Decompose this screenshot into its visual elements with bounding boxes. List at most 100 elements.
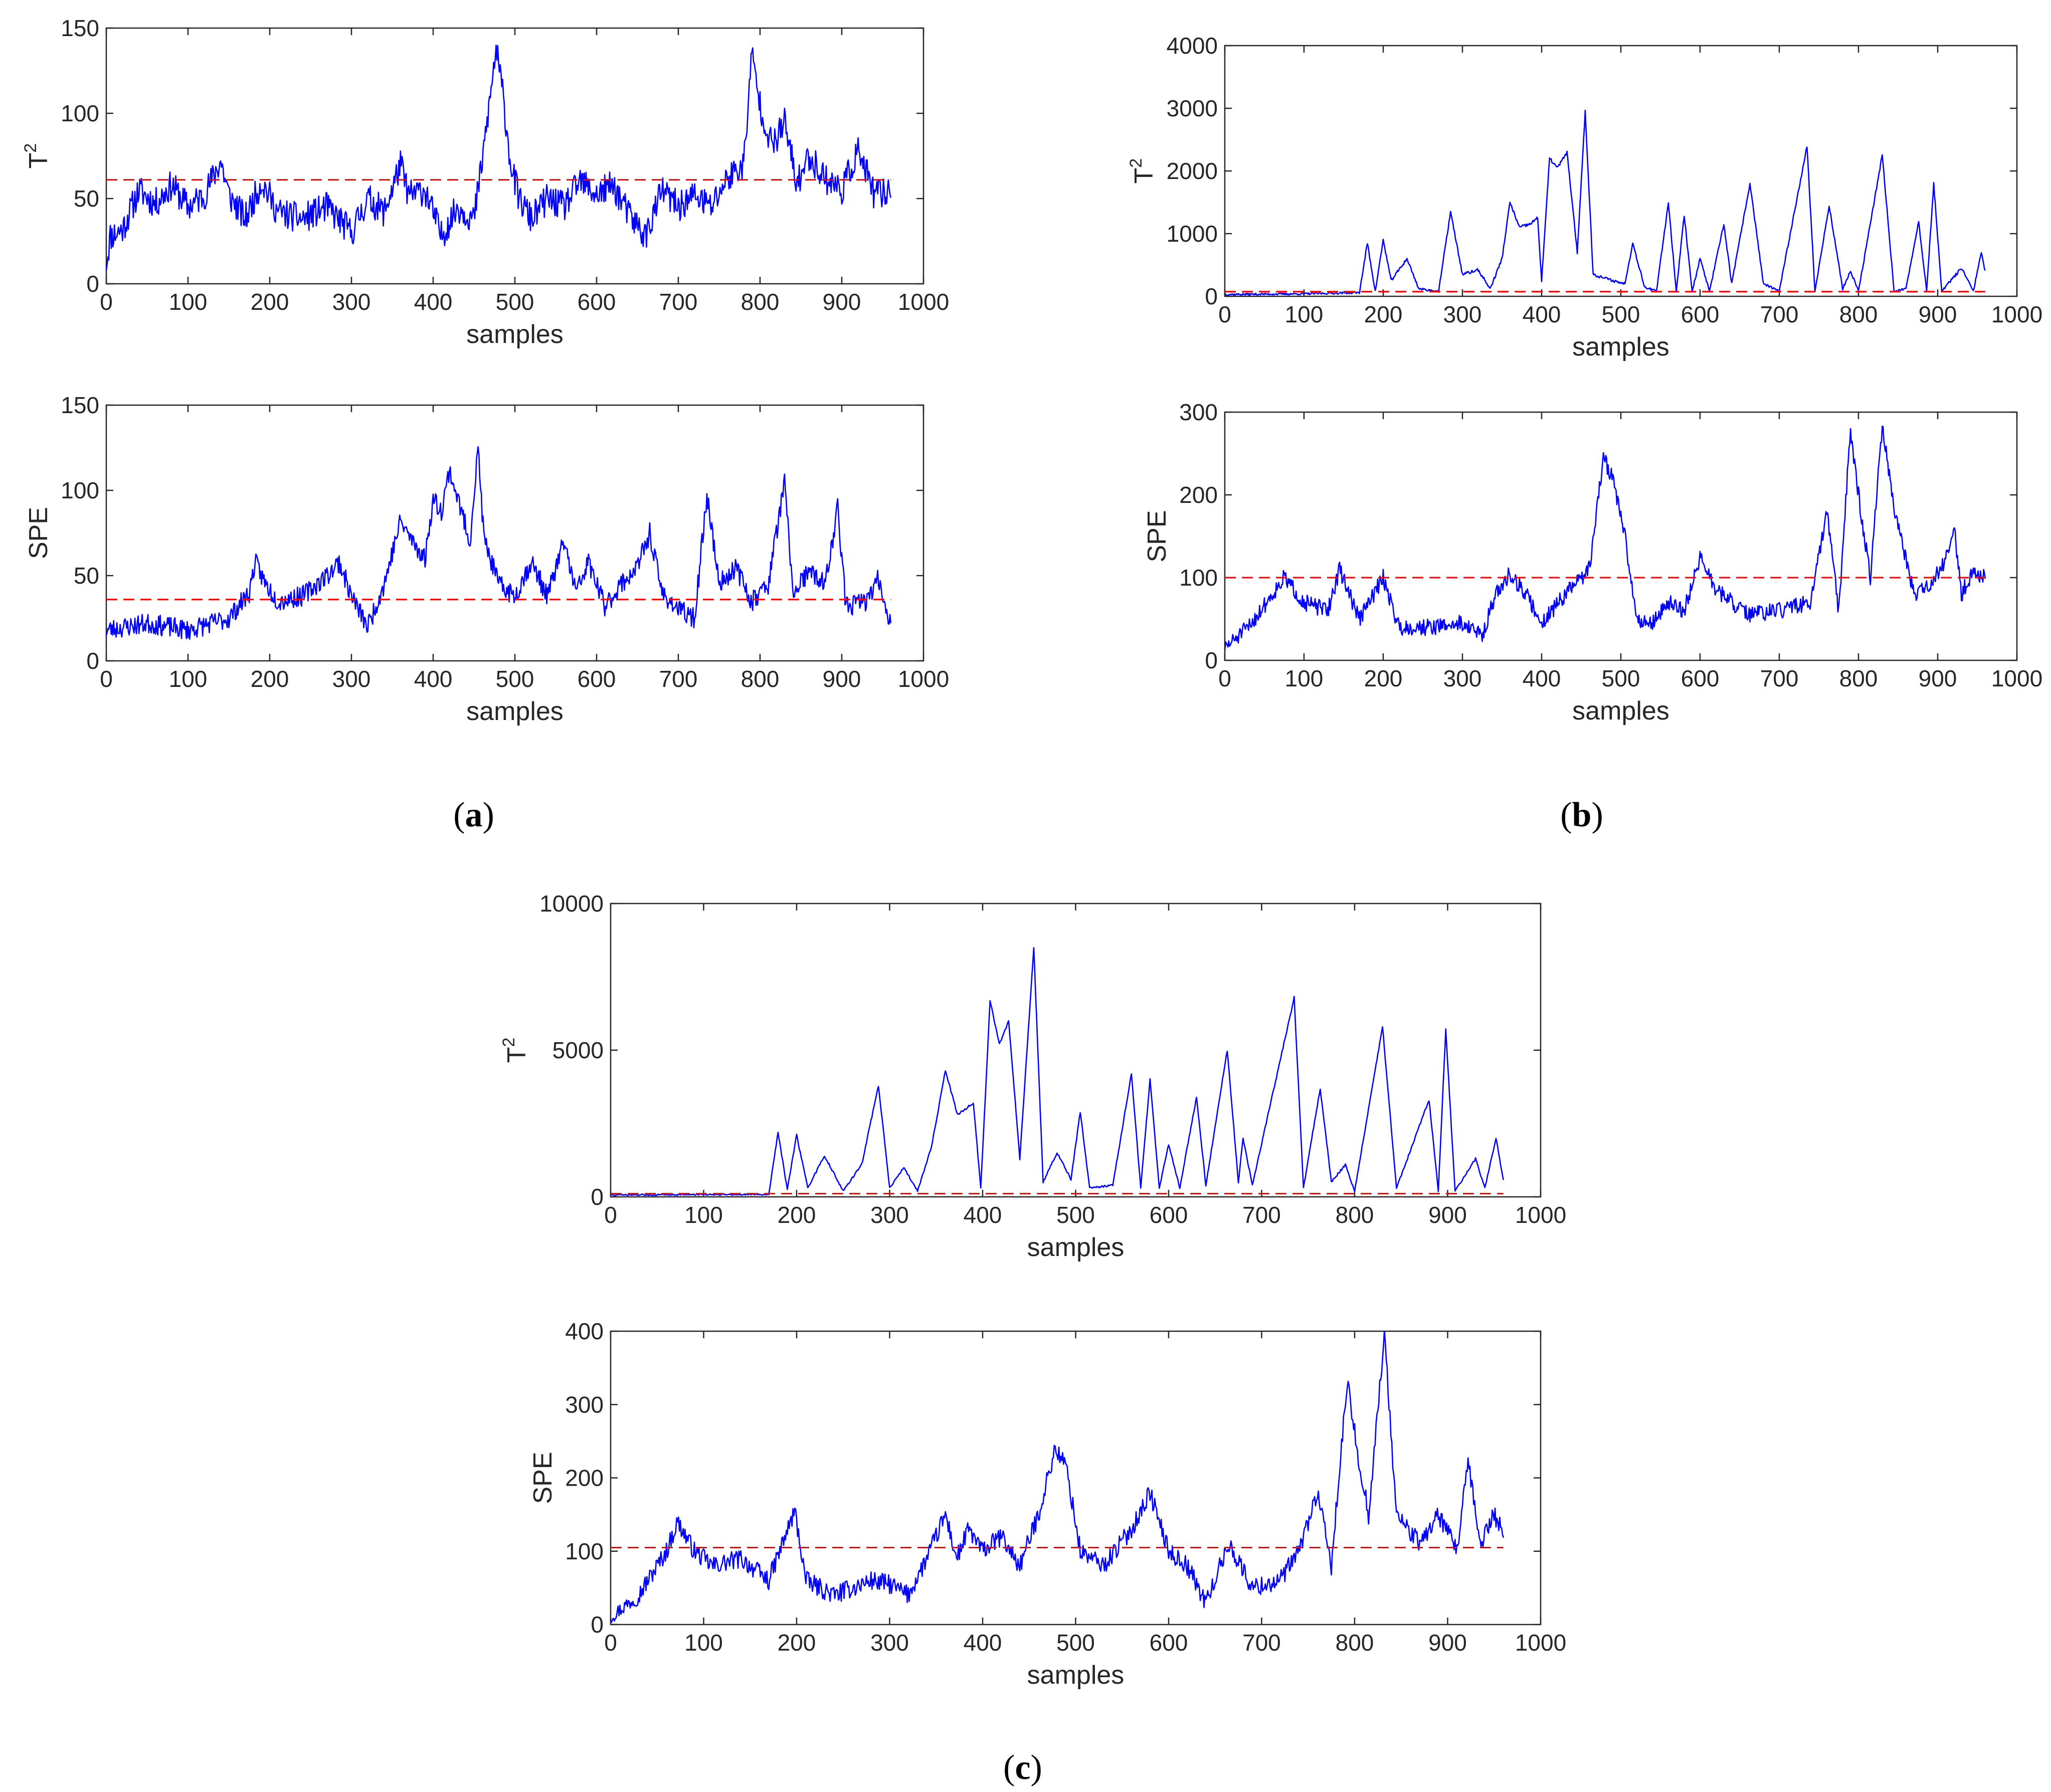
panel-label-b-open: ( xyxy=(1560,796,1572,834)
x-tick-label: 700 xyxy=(1760,665,1799,691)
panel-label-c-open: ( xyxy=(1003,1748,1015,1787)
x-tick-label: 500 xyxy=(1056,1202,1095,1228)
x-tick-label: 800 xyxy=(741,666,780,692)
x-tick-label: 900 xyxy=(823,289,861,315)
series-line xyxy=(106,44,892,271)
y-tick-label: 0 xyxy=(1205,647,1218,673)
x-tick-label: 300 xyxy=(870,1630,909,1656)
svg-text:(a): (a) xyxy=(453,796,494,834)
x-tick-label: 400 xyxy=(1523,665,1561,691)
y-axis-label-superscript: 2 xyxy=(21,143,40,153)
x-tick-label: 0 xyxy=(1218,665,1231,691)
x-tick-label: 600 xyxy=(1681,301,1720,327)
plots-layer: 0 100 200 300 400 500 600 700 800 900 100005010015… xyxy=(21,15,2042,1690)
x-tick-label: 100 xyxy=(684,1202,723,1228)
x-tick-label: 600 xyxy=(1681,665,1720,691)
x-tick-label: 700 xyxy=(659,289,698,315)
y-tick-label: 0 xyxy=(1205,283,1218,309)
plot-area xyxy=(610,1330,1542,1626)
x-tick-label: 200 xyxy=(778,1630,816,1656)
x-tick-label: 900 xyxy=(1428,1202,1467,1228)
x-tick-label: 200 xyxy=(251,666,289,692)
chart-c-t2: 0 100 200 300 400 500 600 700 800 900 100005000100… xyxy=(499,890,1566,1262)
x-tick-label: 100 xyxy=(1285,301,1324,327)
y-tick-label: 10000 xyxy=(539,890,604,917)
y-tick-label: 0 xyxy=(591,1184,604,1210)
x-tick-label: 700 xyxy=(1760,301,1799,327)
y-tick-label: 100 xyxy=(61,100,99,126)
x-tick-label: 100 xyxy=(169,289,208,315)
y-axis-label: SPE xyxy=(1143,510,1172,562)
y-tick-label: 0 xyxy=(86,648,99,674)
x-tick-label: 1000 xyxy=(898,666,949,692)
y-tick-label: 5000 xyxy=(552,1037,604,1063)
panel-label-c-close: ) xyxy=(1031,1748,1042,1787)
x-tick-label: 900 xyxy=(1428,1630,1467,1656)
y-tick-label: 150 xyxy=(61,15,99,41)
series-line xyxy=(1225,109,1986,296)
x-tick-label: 1000 xyxy=(1515,1630,1566,1656)
y-axis-label-text: T xyxy=(502,1047,531,1063)
x-tick-label: 700 xyxy=(659,666,698,692)
x-axis-label: samples xyxy=(1572,332,1669,362)
y-axis-label: T2 xyxy=(21,143,53,169)
plot-area xyxy=(105,27,924,285)
x-tick-label: 400 xyxy=(964,1202,1002,1228)
x-tick-label: 500 xyxy=(1056,1630,1095,1656)
chart-b-spe: 0 100 200 300 400 500 600 700 800 900 1000 0 100 200 3… xyxy=(1143,399,2042,726)
series-line xyxy=(1225,425,1986,651)
x-tick-label: 200 xyxy=(1364,301,1403,327)
x-tick-label: 400 xyxy=(414,666,453,692)
x-tick-label: 600 xyxy=(578,666,616,692)
y-axis-label-text: T xyxy=(1130,168,1159,184)
y-tick-label: 2000 xyxy=(1167,158,1218,184)
y-tick-label: 1000 xyxy=(1167,221,1218,247)
y-axis-label: SPE xyxy=(528,1452,557,1504)
x-axis-label: samples xyxy=(466,697,564,726)
y-tick-label: 0 xyxy=(591,1611,604,1638)
x-tick-label: 600 xyxy=(578,289,616,315)
panel-label-b: (b) xyxy=(1560,796,1603,834)
y-tick-label: 150 xyxy=(61,392,99,418)
x-tick-label: 200 xyxy=(778,1202,816,1228)
x-tick-label: 600 xyxy=(1150,1630,1188,1656)
panel-label-a-close: ) xyxy=(483,796,494,834)
x-tick-label: 500 xyxy=(496,666,534,692)
y-axis-label-text: SPE xyxy=(528,1452,557,1504)
x-tick-label: 0 xyxy=(1218,301,1231,327)
x-tick-label: 600 xyxy=(1150,1202,1188,1228)
x-tick-label: 800 xyxy=(1839,301,1878,327)
y-axis-label-text: T xyxy=(24,153,53,169)
x-tick-label: 800 xyxy=(1336,1202,1374,1228)
y-tick-label: 100 xyxy=(1179,565,1218,591)
series-line xyxy=(106,446,892,640)
x-tick-label: 400 xyxy=(414,289,453,315)
chart-a-spe: 0 100 200 300 400 500 600 700 800 900 1000 0 50 100 15… xyxy=(24,392,949,726)
panel-label-b-close: ) xyxy=(1591,796,1603,834)
x-tick-label: 0 xyxy=(100,289,113,315)
x-tick-label: 800 xyxy=(1336,1630,1374,1656)
chart-b-t2: 0 100 200 300 400 500 600 700 800 900 1000 0 1000 200… xyxy=(1127,33,2042,362)
x-tick-label: 1000 xyxy=(1991,665,2042,691)
panel-label-c: (c) xyxy=(1003,1748,1042,1787)
y-tick-label: 200 xyxy=(1179,482,1218,508)
x-tick-label: 300 xyxy=(1443,301,1482,327)
x-tick-label: 500 xyxy=(1602,665,1640,691)
y-tick-label: 100 xyxy=(565,1538,604,1564)
x-axis-label: samples xyxy=(1027,1661,1125,1690)
x-tick-label: 0 xyxy=(604,1630,617,1656)
series-line xyxy=(611,1331,1505,1623)
y-axis-label: SPE xyxy=(24,507,53,559)
y-tick-label: 3000 xyxy=(1167,95,1218,121)
panel-label-c-letter: c xyxy=(1015,1748,1030,1787)
y-tick-label: 300 xyxy=(565,1391,604,1417)
svg-text:(c): (c) xyxy=(1003,1748,1042,1787)
x-axis-label: samples xyxy=(1572,696,1669,726)
panel-label-a: (a) xyxy=(453,796,494,834)
y-tick-label: 0 xyxy=(86,271,99,297)
y-axis-label-superscript: 2 xyxy=(499,1037,518,1047)
panel-label-b-letter: b xyxy=(1572,796,1592,834)
x-tick-label: 100 xyxy=(1285,665,1324,691)
plot-area xyxy=(1224,45,2018,297)
